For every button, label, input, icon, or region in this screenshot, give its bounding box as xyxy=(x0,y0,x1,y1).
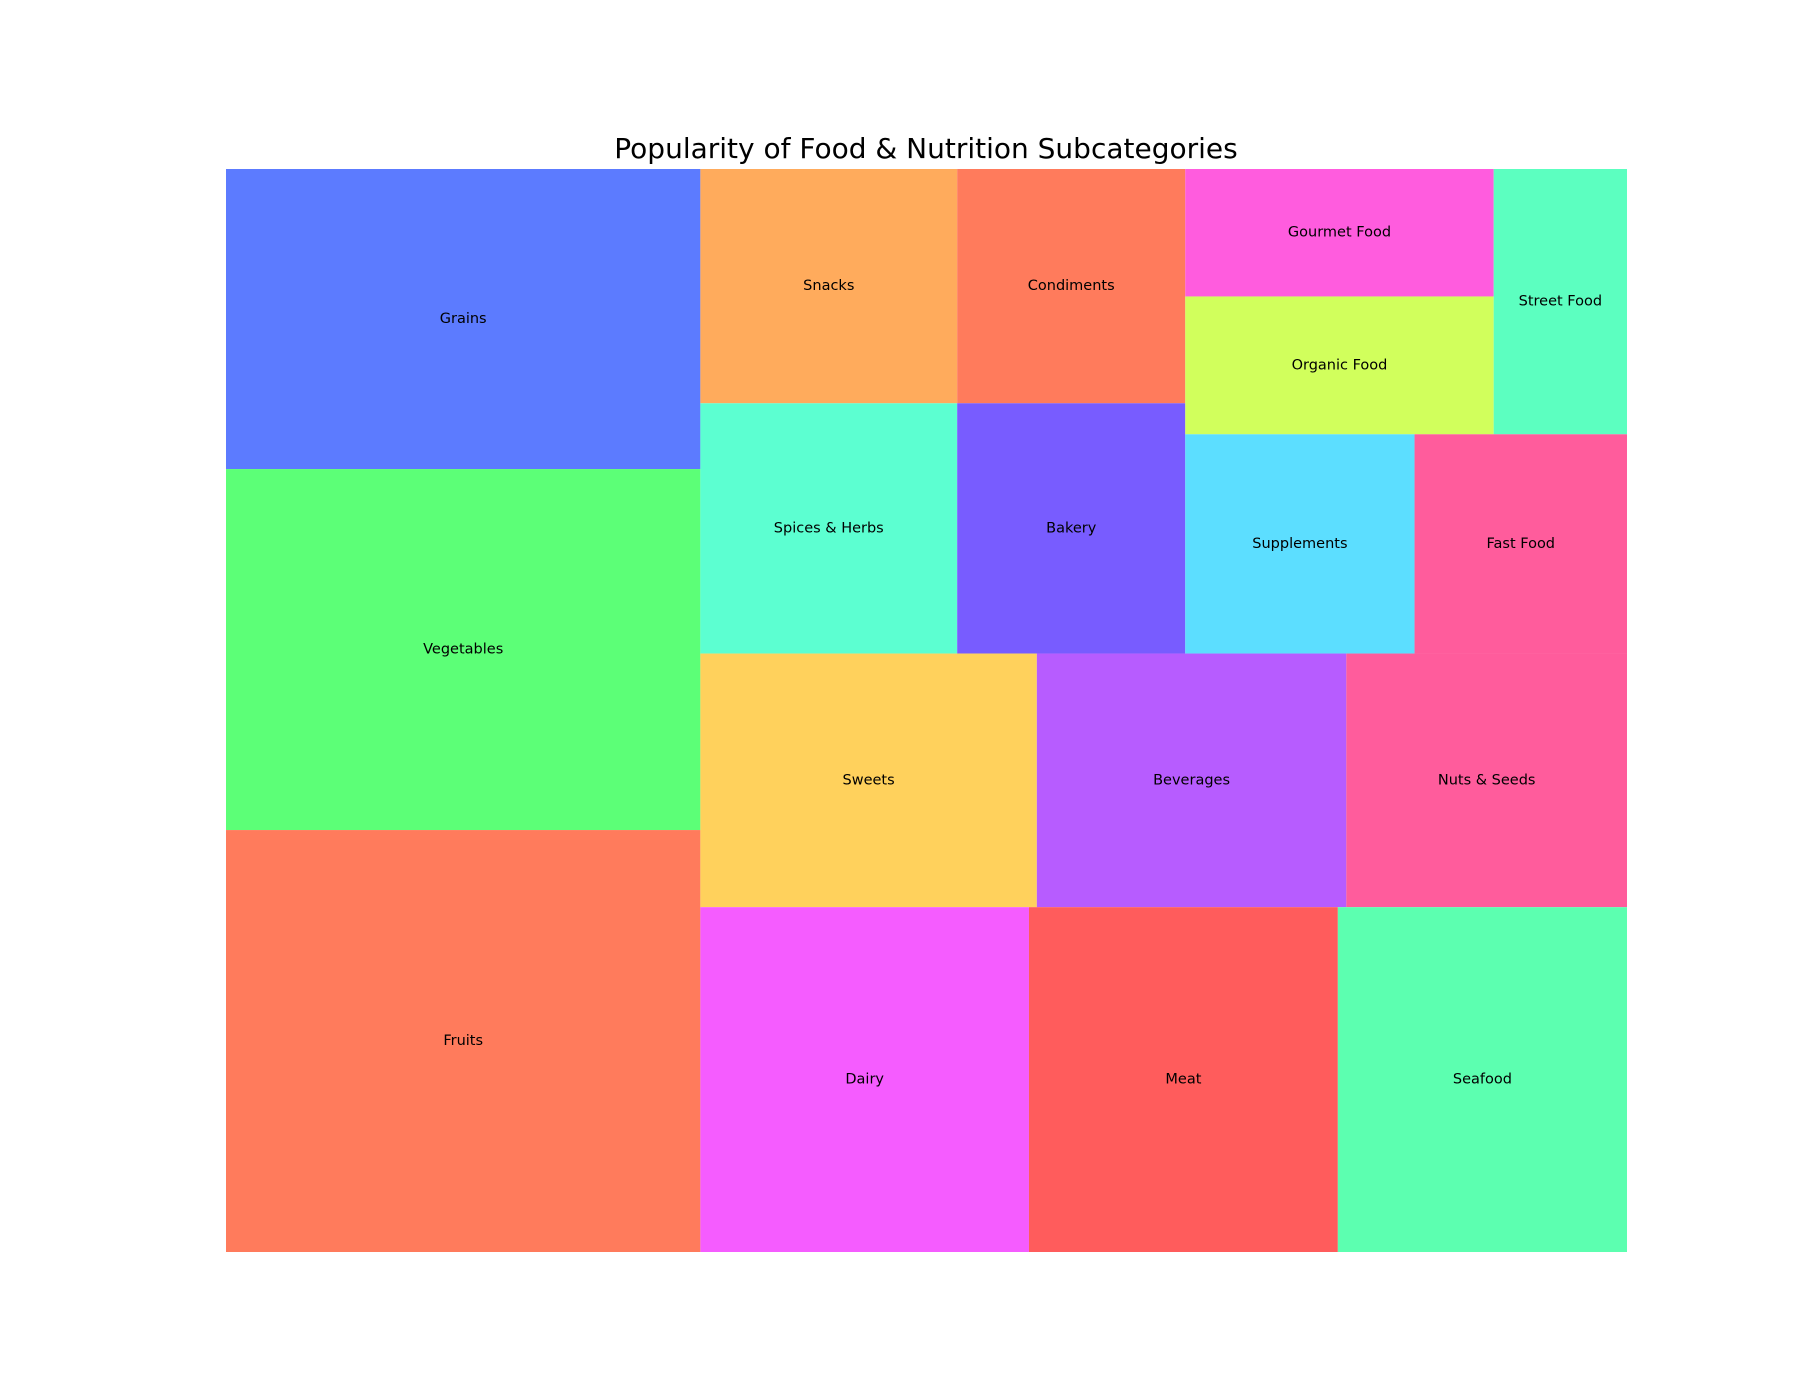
tile-condiments xyxy=(957,169,1186,404)
tile-fruits xyxy=(226,830,701,1252)
tile-label-vegetables: Vegetables xyxy=(423,642,503,658)
tile-beverages xyxy=(1036,653,1347,908)
tile-label-snacks: Snacks xyxy=(803,278,854,294)
tile-label-grains: Grains xyxy=(440,311,487,327)
tile-street-food xyxy=(1493,169,1627,435)
tile-bakery xyxy=(957,403,1186,654)
tile-label-organic-food: Organic Food xyxy=(1292,357,1388,373)
tile-label-condiments: Condiments xyxy=(1028,278,1115,294)
tile-spices-and-herbs xyxy=(700,403,958,654)
tile-supplements xyxy=(1185,434,1415,654)
tile-vegetables xyxy=(226,469,701,831)
tile-dairy xyxy=(700,907,1029,1252)
tile-label-sweets: Sweets xyxy=(843,772,895,788)
tile-fast-food xyxy=(1414,434,1627,654)
tile-sweets xyxy=(700,653,1037,908)
tile-label-meat: Meat xyxy=(1165,1072,1201,1088)
tile-nuts-and-seeds xyxy=(1346,653,1627,908)
tile-meat xyxy=(1028,907,1338,1252)
tile-organic-food xyxy=(1185,296,1494,435)
tile-grains xyxy=(226,169,701,470)
tile-label-fast-food: Fast Food xyxy=(1487,536,1556,552)
tile-seafood xyxy=(1337,907,1627,1252)
tile-snacks xyxy=(700,169,958,404)
tile-label-seafood: Seafood xyxy=(1453,1072,1512,1088)
tile-label-bakery: Bakery xyxy=(1046,520,1097,536)
chart-title: Popularity of Food & Nutrition Subcatego… xyxy=(614,132,1238,165)
tile-label-dairy: Dairy xyxy=(845,1072,884,1088)
tile-label-gourmet-food: Gourmet Food xyxy=(1288,225,1391,241)
tile-label-fruits: Fruits xyxy=(443,1033,483,1049)
tile-gourmet-food xyxy=(1185,169,1494,297)
tile-label-supplements: Supplements xyxy=(1252,536,1347,552)
tile-label-beverages: Beverages xyxy=(1153,772,1230,788)
tile-label-nuts-and-seeds: Nuts & Seeds xyxy=(1438,772,1536,788)
tile-label-street-food: Street Food xyxy=(1519,294,1602,310)
tile-label-spices-and-herbs: Spices & Herbs xyxy=(774,520,884,536)
